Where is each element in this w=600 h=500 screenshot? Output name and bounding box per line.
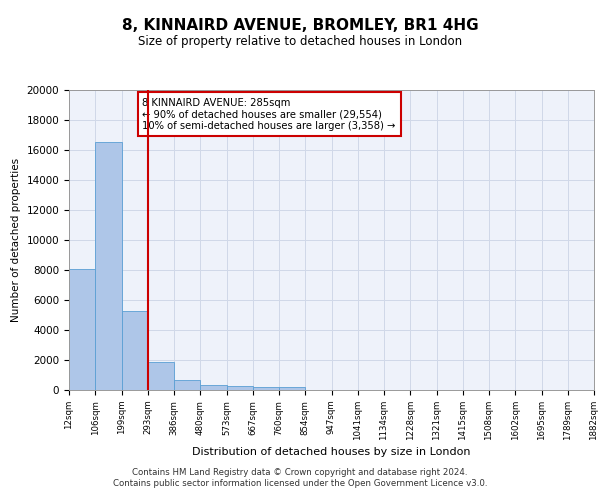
Text: 8, KINNAIRD AVENUE, BROMLEY, BR1 4HG: 8, KINNAIRD AVENUE, BROMLEY, BR1 4HG <box>122 18 478 32</box>
Bar <box>121 310 148 390</box>
Text: 8 KINNAIRD AVENUE: 285sqm
← 90% of detached houses are smaller (29,554)
10% of s: 8 KINNAIRD AVENUE: 285sqm ← 90% of detac… <box>143 98 396 130</box>
Text: Contains HM Land Registry data © Crown copyright and database right 2024.
Contai: Contains HM Land Registry data © Crown c… <box>113 468 487 487</box>
X-axis label: Distribution of detached houses by size in London: Distribution of detached houses by size … <box>192 447 471 457</box>
Bar <box>200 385 227 390</box>
Bar <box>227 386 253 390</box>
Bar <box>174 380 200 390</box>
Bar <box>148 362 174 390</box>
Bar <box>69 268 95 390</box>
Y-axis label: Number of detached properties: Number of detached properties <box>11 158 21 322</box>
Bar <box>95 142 121 390</box>
Bar <box>279 387 305 390</box>
Text: Size of property relative to detached houses in London: Size of property relative to detached ho… <box>138 35 462 48</box>
Bar <box>253 387 279 390</box>
